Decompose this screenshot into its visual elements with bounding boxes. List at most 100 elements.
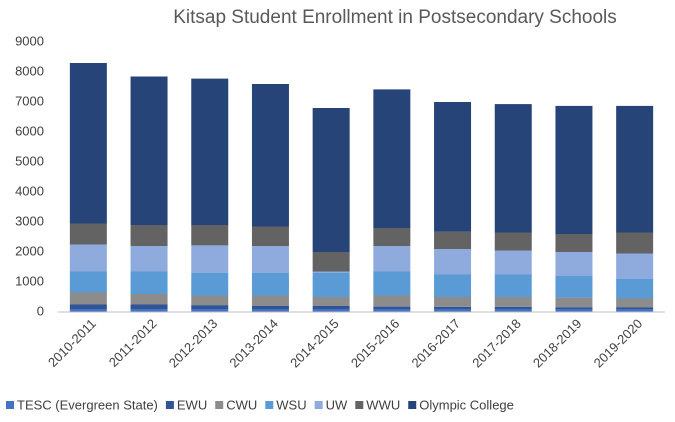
bar-segment — [555, 276, 593, 298]
x-tick-label: 2011-2012 — [106, 316, 160, 370]
y-tick-label: 0 — [37, 303, 44, 318]
bar-segment — [494, 250, 532, 275]
bar-segment — [251, 84, 289, 227]
bar-segment — [191, 225, 229, 246]
legend-label: EWU — [177, 397, 207, 412]
bar-segment — [434, 306, 472, 309]
bar-segment — [312, 108, 350, 252]
bar-segment — [130, 304, 168, 309]
bar-segment — [191, 78, 229, 225]
bar-segment — [555, 234, 593, 252]
bar-segment — [494, 232, 532, 251]
legend-swatch — [6, 401, 14, 409]
bar-segment — [69, 271, 107, 293]
bar-segment — [494, 104, 532, 233]
bar-segment — [191, 309, 229, 312]
bar-segment — [69, 244, 107, 272]
bar-segment — [555, 307, 593, 309]
x-tick-label: 2015-2016 — [348, 316, 403, 371]
bar-segment — [616, 298, 654, 308]
x-tick-label: 2018-2019 — [530, 316, 585, 371]
bar-segment — [130, 76, 168, 225]
legend-swatch — [265, 401, 274, 409]
bar-segment — [251, 306, 289, 309]
legend-swatch — [215, 401, 224, 409]
bar-segment — [616, 105, 654, 233]
legend-label: WWU — [366, 397, 400, 412]
bar-segment — [191, 273, 229, 296]
bar-segment — [494, 297, 532, 307]
legend-swatch — [355, 401, 364, 409]
y-tick-label: 6000 — [15, 123, 44, 138]
y-tick-label: 9000 — [15, 33, 44, 48]
x-tick-label: 2016-2017 — [409, 316, 464, 371]
chart-title: Kitsap Student Enrollment in Postseconda… — [173, 7, 617, 28]
bar-segment — [191, 245, 229, 273]
legend-swatch — [314, 401, 323, 409]
bar-segment — [494, 309, 532, 312]
bar-segment — [130, 246, 168, 272]
bar-segment — [434, 102, 472, 232]
bar-segment — [616, 279, 654, 299]
bar-segment — [555, 105, 593, 235]
bar-segment — [373, 306, 411, 309]
x-tick-label: 2014-2015 — [287, 316, 342, 371]
bar-segment — [312, 297, 350, 306]
y-tick-label: 1000 — [15, 273, 44, 288]
bar-segment — [251, 226, 289, 246]
bar-segment — [191, 305, 229, 309]
y-tick-label: 2000 — [15, 243, 44, 258]
y-tick-label: 5000 — [15, 153, 44, 168]
bar-segment — [312, 309, 350, 312]
y-tick-label: 8000 — [15, 63, 44, 78]
bar-segment — [69, 63, 107, 224]
bar-segment — [312, 252, 350, 272]
legend-label: UW — [326, 397, 348, 412]
x-tick-label: 2017-2018 — [469, 316, 524, 371]
bar-segment — [434, 231, 472, 249]
bar-segment — [616, 309, 654, 312]
legend-label: WSU — [276, 397, 306, 412]
bar-segment — [130, 294, 168, 305]
bar-segment — [69, 304, 107, 309]
x-tick-label: 2010-2011 — [45, 316, 99, 370]
bar-segment — [616, 253, 654, 279]
legend-swatch — [165, 401, 174, 409]
bar-segment — [555, 297, 593, 308]
bar-segment — [312, 271, 350, 273]
bar-segment — [69, 292, 107, 305]
bar-segment — [312, 306, 350, 309]
bar-segment — [494, 306, 532, 309]
bar-segment — [373, 246, 411, 272]
bar-segment — [373, 295, 411, 307]
bar-segment — [555, 309, 593, 312]
x-tick-label: 2012-2013 — [166, 316, 221, 371]
y-tick-label: 4000 — [15, 183, 44, 198]
bar-segment — [251, 246, 289, 273]
x-tick-label: 2013-2014 — [226, 316, 281, 371]
bar-segment — [373, 271, 411, 296]
bar-segment — [69, 223, 107, 245]
y-tick-label: 3000 — [15, 213, 44, 228]
bar-segment — [373, 309, 411, 312]
bar-segment — [251, 309, 289, 312]
bar-segment — [555, 252, 593, 276]
bar-segment — [373, 228, 411, 246]
bar-segment — [616, 232, 654, 254]
bar-segment — [373, 89, 411, 229]
bar-segment — [130, 271, 168, 294]
bar-segment — [251, 273, 289, 296]
bar-segment — [434, 297, 472, 307]
legend-label: Olympic College — [419, 397, 514, 412]
bar-segment — [130, 225, 168, 246]
bar-segment — [434, 249, 472, 275]
bar-segment — [434, 309, 472, 312]
x-tick-label: 2019-2020 — [591, 316, 646, 371]
bar-segment — [69, 309, 107, 312]
bar-segment — [312, 273, 350, 297]
bar-segment — [251, 295, 289, 306]
bar-segment — [616, 307, 654, 309]
y-tick-label: 7000 — [15, 93, 44, 108]
bar-segment — [434, 274, 472, 297]
